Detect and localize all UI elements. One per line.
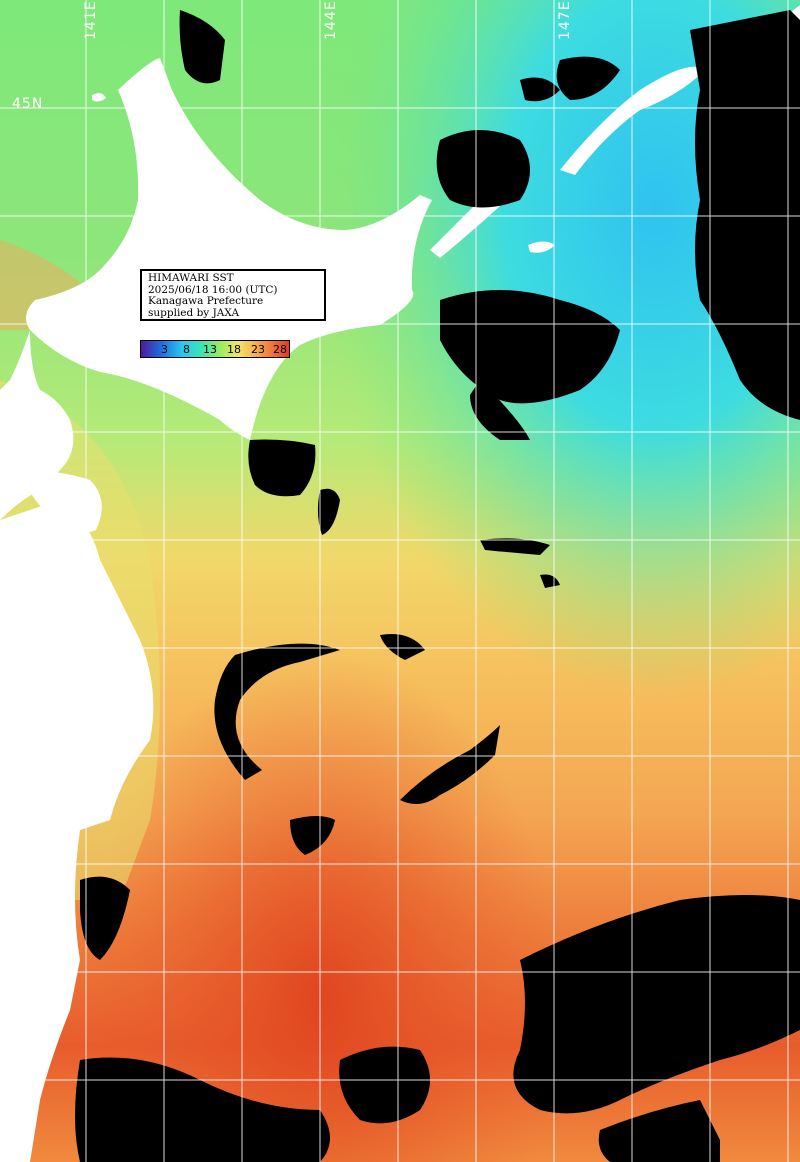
info-box: HIMAWARI SST 2025/06/18 16:00 (UTC) Kana… bbox=[140, 269, 326, 321]
colorbar-tick-13: 13 bbox=[203, 343, 217, 356]
colorbar-tick-3: 3 bbox=[161, 343, 168, 356]
etorofu-island bbox=[560, 66, 705, 175]
honshu-land bbox=[0, 500, 154, 1162]
colorbar-gradient bbox=[141, 341, 289, 357]
lon-label-141: 141E bbox=[83, 0, 99, 40]
info-datetime: 2025/06/18 16:00 (UTC) bbox=[148, 283, 278, 296]
colorbar: 3 8 13 18 23 28 bbox=[140, 340, 290, 358]
cloud-mask bbox=[75, 10, 800, 1162]
lon-label-147: 147E bbox=[557, 0, 573, 40]
colorbar-tick-8: 8 bbox=[183, 343, 190, 356]
hokkaido-land bbox=[26, 58, 432, 440]
shimokita-land bbox=[20, 470, 102, 534]
info-title: HIMAWARI SST bbox=[148, 272, 234, 284]
small-island bbox=[528, 241, 555, 253]
info-prefecture: Kanagawa Prefecture bbox=[148, 295, 264, 307]
lat-label-45n: 45N bbox=[12, 96, 44, 112]
colorbar-tick-18: 18 bbox=[227, 343, 241, 356]
lon-label-144: 144E bbox=[323, 0, 339, 40]
info-supplier: supplied by JAXA bbox=[148, 306, 240, 319]
colorbar-tick-28: 28 bbox=[273, 343, 287, 356]
colorbar-tick-23: 23 bbox=[251, 343, 265, 356]
rishiri-island bbox=[92, 93, 106, 102]
